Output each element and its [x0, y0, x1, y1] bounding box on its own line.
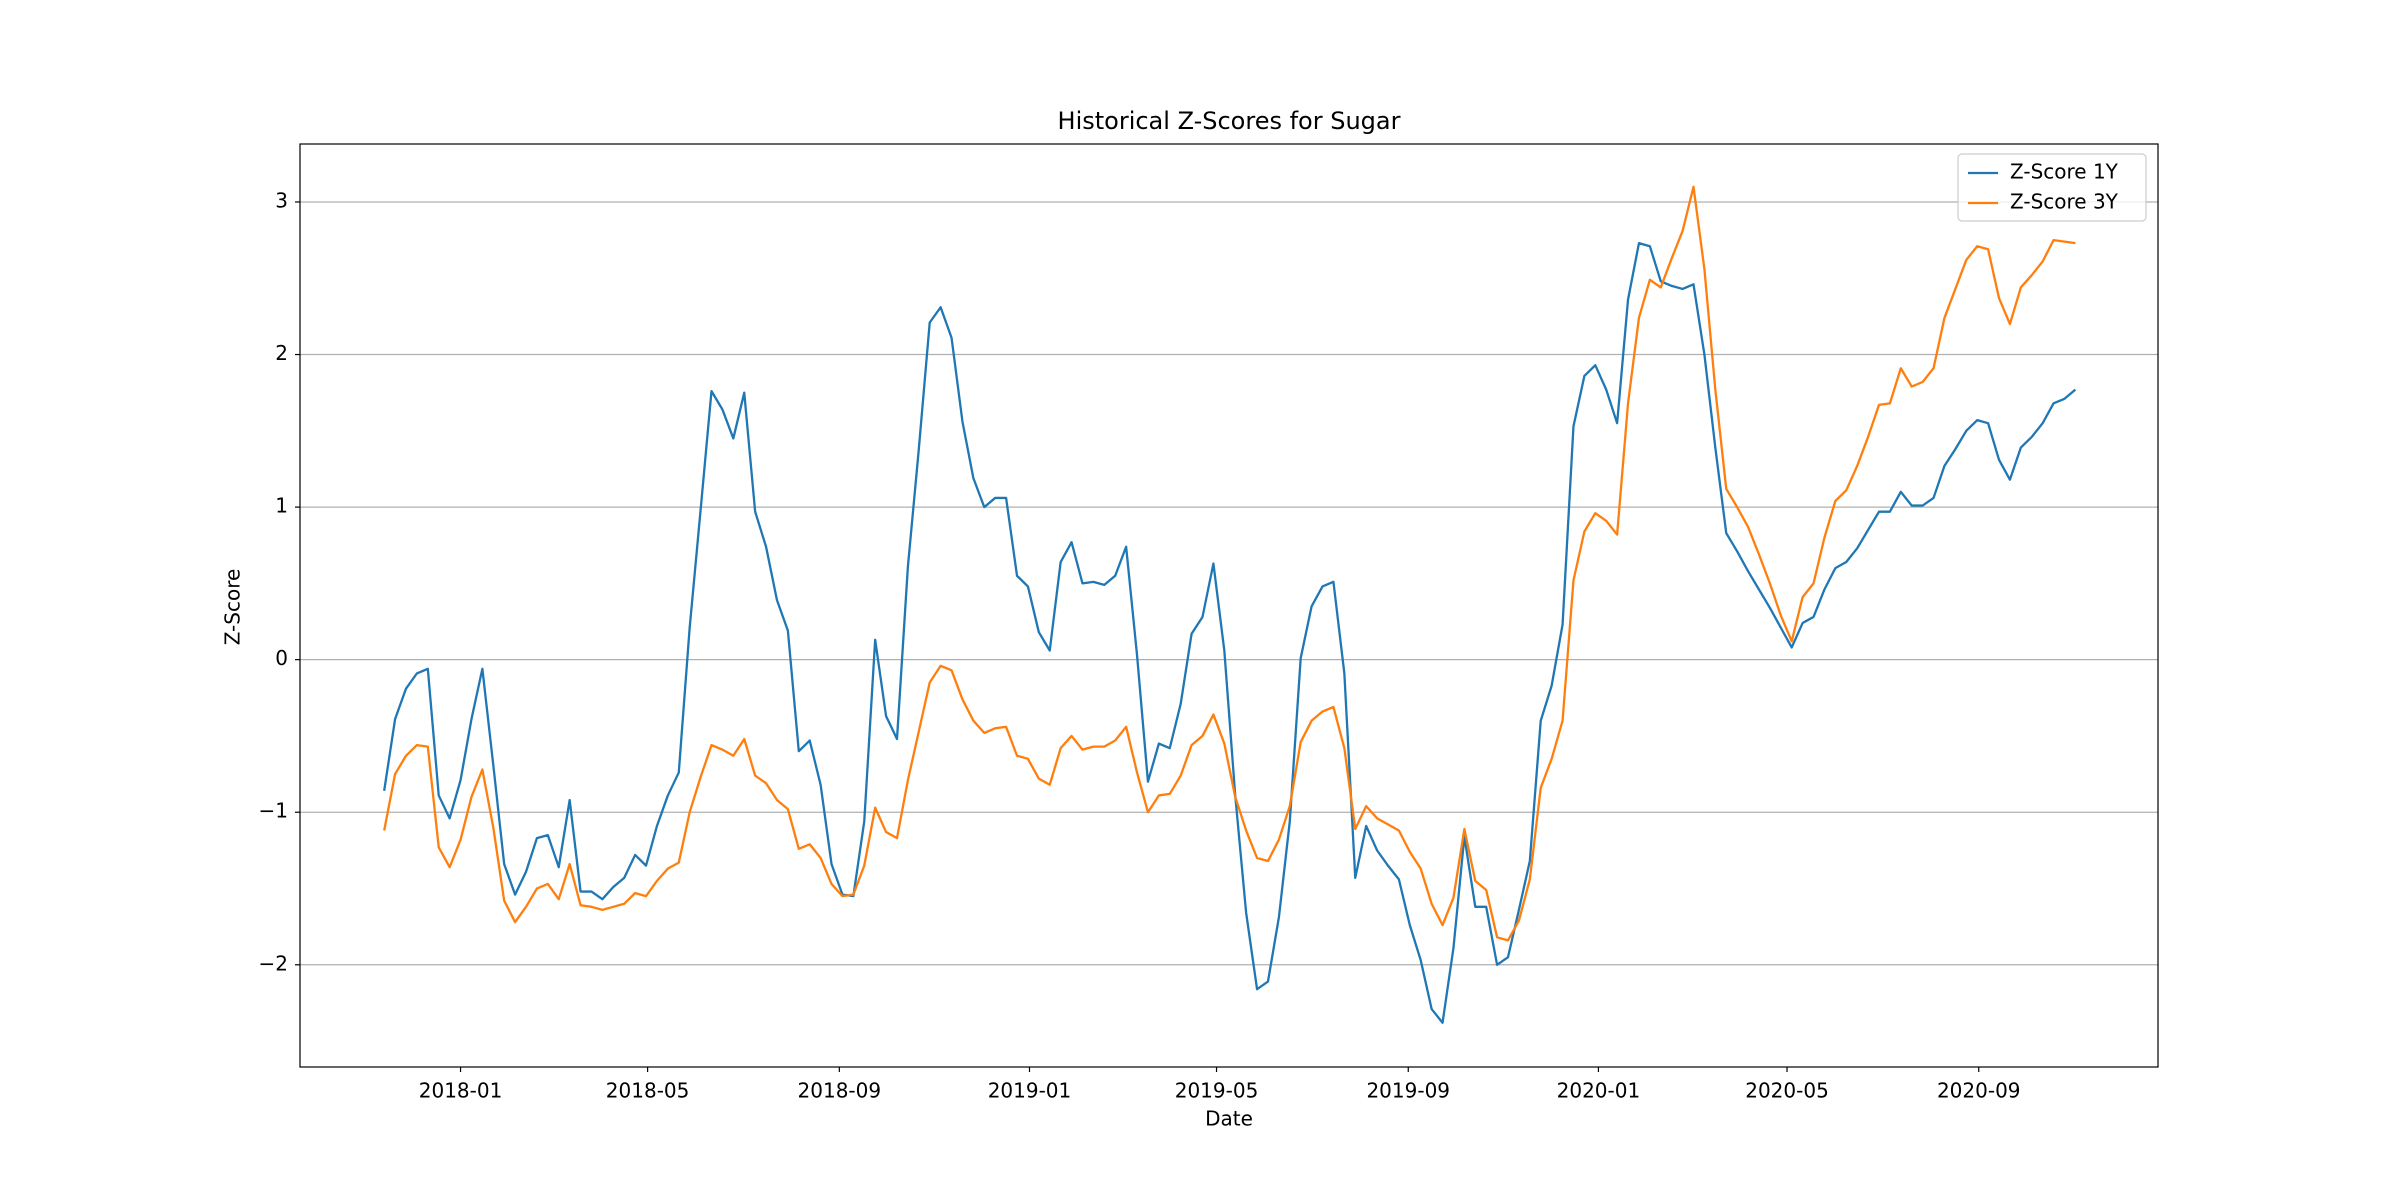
y-axis-label: Z-Score: [221, 569, 245, 646]
x-tick-label: 2020-09: [1937, 1079, 2021, 1103]
legend-label: Z-Score 1Y: [2010, 160, 2119, 184]
x-tick-label: 2019-05: [1175, 1079, 1259, 1103]
x-tick-label: 2018-05: [606, 1079, 690, 1103]
y-tick-label: 1: [275, 494, 288, 518]
line-series: [383, 185, 2076, 942]
legend-label: Z-Score 3Y: [2010, 190, 2119, 214]
x-tick-label: 2019-09: [1366, 1079, 1450, 1103]
y-tick-label: 3: [275, 188, 288, 212]
y-tick-label: −1: [259, 799, 288, 823]
x-tick-label: 2018-01: [419, 1079, 503, 1103]
legend-box: [1957, 153, 2147, 222]
line-series: [383, 242, 2077, 1024]
axes-frame: [299, 143, 2159, 1068]
x-tick-label: 2020-05: [1745, 1079, 1829, 1103]
x-axis-label: Date: [1205, 1107, 1253, 1131]
y-tick-label: 2: [275, 341, 288, 365]
chart-title: Historical Z-Scores for Sugar: [1058, 107, 1401, 135]
x-tick-label: 2020-01: [1557, 1079, 1641, 1103]
y-tick-label: −2: [259, 951, 288, 975]
x-tick-label: 2019-01: [988, 1079, 1072, 1103]
x-tick-label: 2018-09: [798, 1079, 882, 1103]
y-tick-label: 0: [275, 646, 288, 670]
